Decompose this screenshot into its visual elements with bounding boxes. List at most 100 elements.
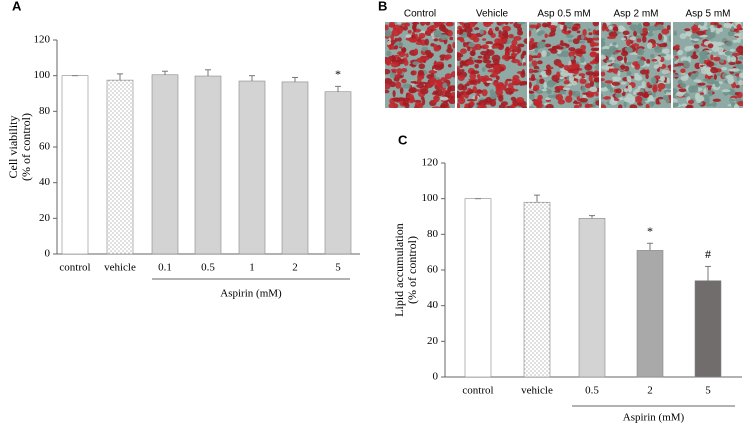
cell <box>711 32 716 38</box>
cell <box>457 74 465 81</box>
cell <box>541 22 548 28</box>
cell <box>685 31 693 37</box>
cell <box>444 90 451 98</box>
cell <box>401 97 411 102</box>
y-tick-label: 60 <box>427 264 439 276</box>
cell <box>417 74 425 80</box>
cell <box>403 59 409 66</box>
cell <box>647 31 654 37</box>
cell <box>477 55 483 59</box>
cell <box>439 34 449 41</box>
cell <box>442 82 448 89</box>
cell <box>474 95 478 101</box>
cell <box>680 75 689 81</box>
cell <box>394 37 399 42</box>
cell <box>517 62 522 66</box>
cell <box>612 26 619 32</box>
x-tick-label: vehicle <box>521 385 553 397</box>
cell <box>623 88 629 93</box>
cell <box>450 95 454 100</box>
cell <box>592 47 599 51</box>
cell <box>385 78 393 85</box>
cell <box>529 37 535 44</box>
cell <box>450 71 455 78</box>
cell <box>539 75 543 78</box>
cell <box>645 73 649 80</box>
cell <box>604 80 614 84</box>
x-tick-label: 5 <box>705 385 711 397</box>
cell <box>730 56 737 63</box>
cell <box>664 89 671 93</box>
cell <box>629 24 638 30</box>
cell <box>407 96 415 104</box>
cell <box>651 58 658 62</box>
cell <box>625 61 633 65</box>
cell <box>509 22 514 24</box>
cell <box>416 83 425 88</box>
cell <box>393 45 399 50</box>
cell <box>707 43 714 49</box>
cell <box>477 104 485 108</box>
cell <box>591 42 599 47</box>
cell <box>732 39 738 43</box>
y-tick-label: 20 <box>427 335 439 347</box>
cell <box>566 34 574 39</box>
cell <box>678 88 687 93</box>
cell <box>546 80 555 88</box>
cell <box>440 96 449 101</box>
cell <box>618 104 623 108</box>
annotation: * <box>647 224 653 238</box>
cell <box>565 43 570 48</box>
cell <box>669 65 671 72</box>
cell <box>386 50 392 57</box>
cell <box>613 98 620 101</box>
cell <box>483 59 492 64</box>
cell <box>664 55 671 61</box>
cell <box>457 97 466 105</box>
cell <box>560 40 564 44</box>
cell <box>700 66 709 75</box>
cell <box>584 64 593 71</box>
cell <box>592 101 597 108</box>
cell <box>504 80 508 87</box>
cell <box>545 99 552 102</box>
cell <box>414 34 418 38</box>
cell <box>388 43 393 51</box>
y-axis-label: (% of control) <box>19 113 33 181</box>
x-tick-label: 0.1 <box>158 262 172 274</box>
cell <box>567 30 572 34</box>
cell <box>482 22 492 28</box>
cell <box>655 98 660 105</box>
cell <box>614 93 622 98</box>
cell <box>397 51 404 55</box>
cell <box>645 103 650 108</box>
cell <box>469 56 473 60</box>
cell <box>568 89 573 97</box>
cell <box>673 72 675 80</box>
cell <box>595 92 599 97</box>
cell <box>737 101 743 107</box>
cell <box>545 103 554 108</box>
cell <box>572 38 580 45</box>
cell <box>397 22 402 25</box>
cell <box>554 90 561 93</box>
cell <box>713 56 721 62</box>
cell <box>656 24 664 31</box>
cell <box>666 77 670 85</box>
cell <box>557 62 563 67</box>
cell <box>734 91 740 96</box>
cell <box>622 30 630 36</box>
cell <box>612 76 618 80</box>
cell <box>447 64 452 68</box>
panel-label: B <box>378 0 387 13</box>
x-tick-label: 2 <box>292 262 298 274</box>
cell <box>642 22 650 27</box>
cell <box>531 44 536 49</box>
y-axis-label: Cell viability <box>6 116 20 179</box>
cell <box>385 58 392 66</box>
cell <box>653 64 660 69</box>
cell <box>721 89 731 93</box>
cell <box>549 31 556 37</box>
cell <box>448 98 455 105</box>
cell <box>431 99 438 104</box>
